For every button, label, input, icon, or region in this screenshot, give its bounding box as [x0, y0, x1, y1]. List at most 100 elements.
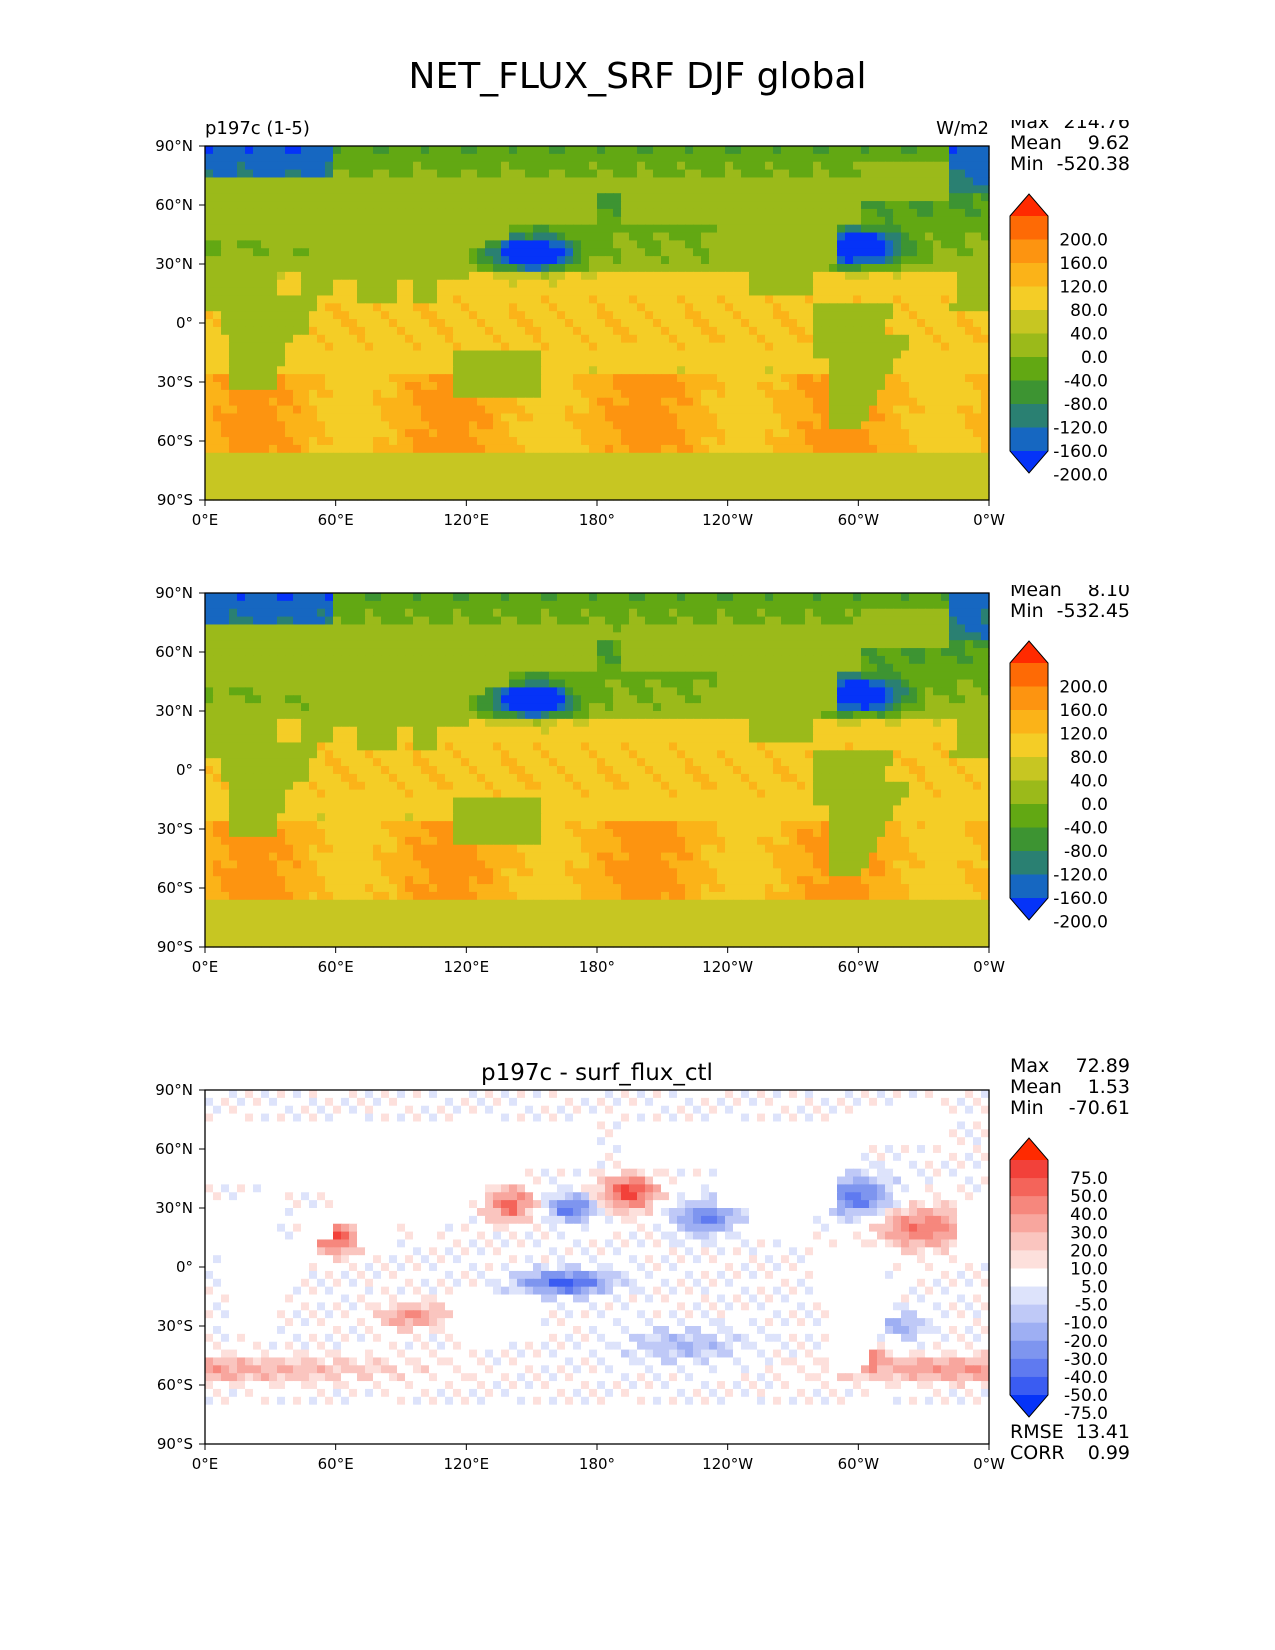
map-field — [205, 146, 990, 501]
lon-tick-label: 60°W — [838, 1455, 880, 1473]
stat-label: Min — [1010, 153, 1044, 175]
extra-stat-label: RMSE — [1010, 1421, 1064, 1443]
colorbar-tick-label: 30.0 — [1070, 1223, 1108, 1243]
colorbar-tick-label: -200.0 — [1053, 466, 1108, 486]
lat-tick-label: 30°N — [155, 702, 193, 720]
colorbar-tick-label: -120.0 — [1053, 419, 1108, 439]
colorbar-swatch — [1010, 733, 1048, 758]
map-field — [205, 1090, 990, 1445]
colorbar-extend-top — [1010, 194, 1048, 216]
colorbar-swatch — [1010, 1232, 1048, 1251]
stat-value: 214.76 — [1064, 120, 1130, 133]
colorbar-tick-label: 80.0 — [1070, 748, 1108, 768]
colorbar-tick-label: 160.0 — [1059, 254, 1108, 274]
colorbar-tick-label: -120.0 — [1053, 866, 1108, 886]
panel-units-label: W/m2 — [936, 120, 989, 139]
colorbar-tick-label: -160.0 — [1053, 442, 1108, 462]
stat-label: Max — [1010, 1055, 1049, 1077]
lon-tick-label: 60°E — [318, 511, 354, 529]
colorbar-tick-label: -80.0 — [1064, 395, 1108, 415]
colorbar-swatch — [1010, 216, 1048, 240]
colorbar-swatch — [1010, 1286, 1048, 1306]
colorbar-tick-label: -40.0 — [1064, 819, 1108, 839]
lon-tick-label: 0°W — [973, 511, 1005, 529]
lon-tick-label: 180° — [579, 1455, 615, 1473]
lon-tick-label: 180° — [579, 958, 615, 976]
lat-tick-label: 90°S — [157, 1435, 193, 1453]
panel-left-label: p197c (1-5) — [205, 120, 310, 139]
colorbar-tick-label: -5.0 — [1075, 1296, 1108, 1316]
stat-label: Mean — [1010, 132, 1062, 154]
stat-value: 72.89 — [1076, 1055, 1130, 1077]
lon-tick-label: 60°W — [838, 958, 880, 976]
lat-tick-label: 60°S — [157, 432, 193, 450]
lon-tick-label: 60°E — [318, 1455, 354, 1473]
extra-stat-value: 13.41 — [1076, 1421, 1130, 1443]
lon-tick-label: 120°W — [702, 958, 753, 976]
lon-tick-label: 0°E — [192, 958, 219, 976]
lat-tick-label: 30°S — [157, 373, 193, 391]
lat-tick-label: 90°S — [157, 491, 193, 509]
extra-stat-value: 0.99 — [1088, 1442, 1130, 1464]
colorbar-tick-label: -160.0 — [1053, 889, 1108, 909]
colorbar-swatch — [1010, 757, 1048, 781]
colorbar-swatch — [1010, 1178, 1048, 1197]
lon-tick-label: 120°E — [444, 511, 490, 529]
colorbar-tick-label: -50.0 — [1064, 1386, 1108, 1406]
colorbar-swatch — [1010, 1340, 1048, 1360]
colorbar-tick-label: 200.0 — [1059, 678, 1108, 698]
lon-tick-label: 0°E — [192, 1455, 219, 1473]
stat-label: Mean — [1010, 585, 1062, 601]
stat-value: 9.62 — [1088, 132, 1130, 154]
colorbar-swatch — [1010, 1160, 1048, 1179]
colorbar-swatch — [1010, 1250, 1048, 1269]
panel-test-map: 90°N 60°N 30°N 0° 30°S 60°S 90°S 0°E 60°E 120°E 18… — [155, 120, 1130, 529]
colorbar-swatch — [1010, 1358, 1048, 1378]
lon-tick-label: 0°W — [973, 958, 1005, 976]
lat-tick-label: 60°S — [157, 1376, 193, 1394]
colorbar-tick-label: 20.0 — [1070, 1241, 1108, 1261]
colorbar-swatch — [1010, 239, 1048, 264]
lat-tick-label: 60°N — [155, 643, 193, 661]
panel-units-label: W/m2 — [936, 585, 989, 586]
colorbar-swatch — [1010, 404, 1048, 428]
colorbar-tick-label: 160.0 — [1059, 701, 1108, 721]
panel-reference-map: 90°N 60°N 30°N 0° 30°S 60°S 90°S 0°E 60°E 120°E 18… — [155, 585, 1130, 976]
colorbar-tick-label: -75.0 — [1064, 1404, 1108, 1424]
lon-tick-label: 120°W — [702, 1455, 753, 1473]
colorbar-swatch — [1010, 1376, 1048, 1396]
stat-label: Max — [1010, 120, 1049, 133]
colorbar-swatch — [1010, 851, 1048, 875]
colorbar-swatch — [1010, 1322, 1048, 1342]
stat-label: Min — [1010, 1097, 1044, 1119]
colorbar-tick-label: 40.0 — [1070, 325, 1108, 345]
panel-difference-map: 90°N 60°N 30°N 0° 30°S 60°S 90°S 0°E 60°E 120°E 18… — [155, 1055, 1130, 1473]
colorbar-outline — [1009, 193, 1049, 474]
colorbar-tick-label: 10.0 — [1070, 1259, 1108, 1279]
colorbar-tick-label: 75.0 — [1070, 1169, 1108, 1189]
extra-stat-label: CORR — [1010, 1442, 1065, 1464]
colorbar-swatch — [1010, 263, 1048, 287]
colorbar-swatch — [1010, 686, 1048, 711]
colorbar-tick-label: 120.0 — [1059, 278, 1108, 298]
colorbar-extend-top — [1010, 1138, 1048, 1160]
stat-label: Mean — [1010, 1076, 1062, 1098]
stat-value: 1.53 — [1088, 1076, 1130, 1098]
lat-tick-label: 90°N — [155, 1081, 193, 1099]
colorbar-swatch — [1010, 380, 1048, 405]
stat-value: -532.45 — [1057, 600, 1130, 622]
colorbar-swatch — [1010, 333, 1048, 358]
colorbar-tick-label: 200.0 — [1059, 231, 1108, 251]
colorbar — [1009, 1137, 1049, 1418]
lat-tick-label: 90°S — [157, 938, 193, 956]
colorbar-swatch — [1010, 874, 1048, 899]
colorbar-extend-bottom — [1010, 451, 1048, 473]
stat-label: Min — [1010, 600, 1044, 622]
colorbar — [1009, 193, 1049, 474]
map-field — [205, 593, 990, 948]
colorbar-extend-top — [1010, 641, 1048, 663]
lat-tick-label: 30°N — [155, 1199, 193, 1217]
colorbar-tick-label: -40.0 — [1064, 372, 1108, 392]
colorbar-swatch — [1010, 1214, 1048, 1233]
colorbar-tick-label: 40.0 — [1070, 772, 1108, 792]
